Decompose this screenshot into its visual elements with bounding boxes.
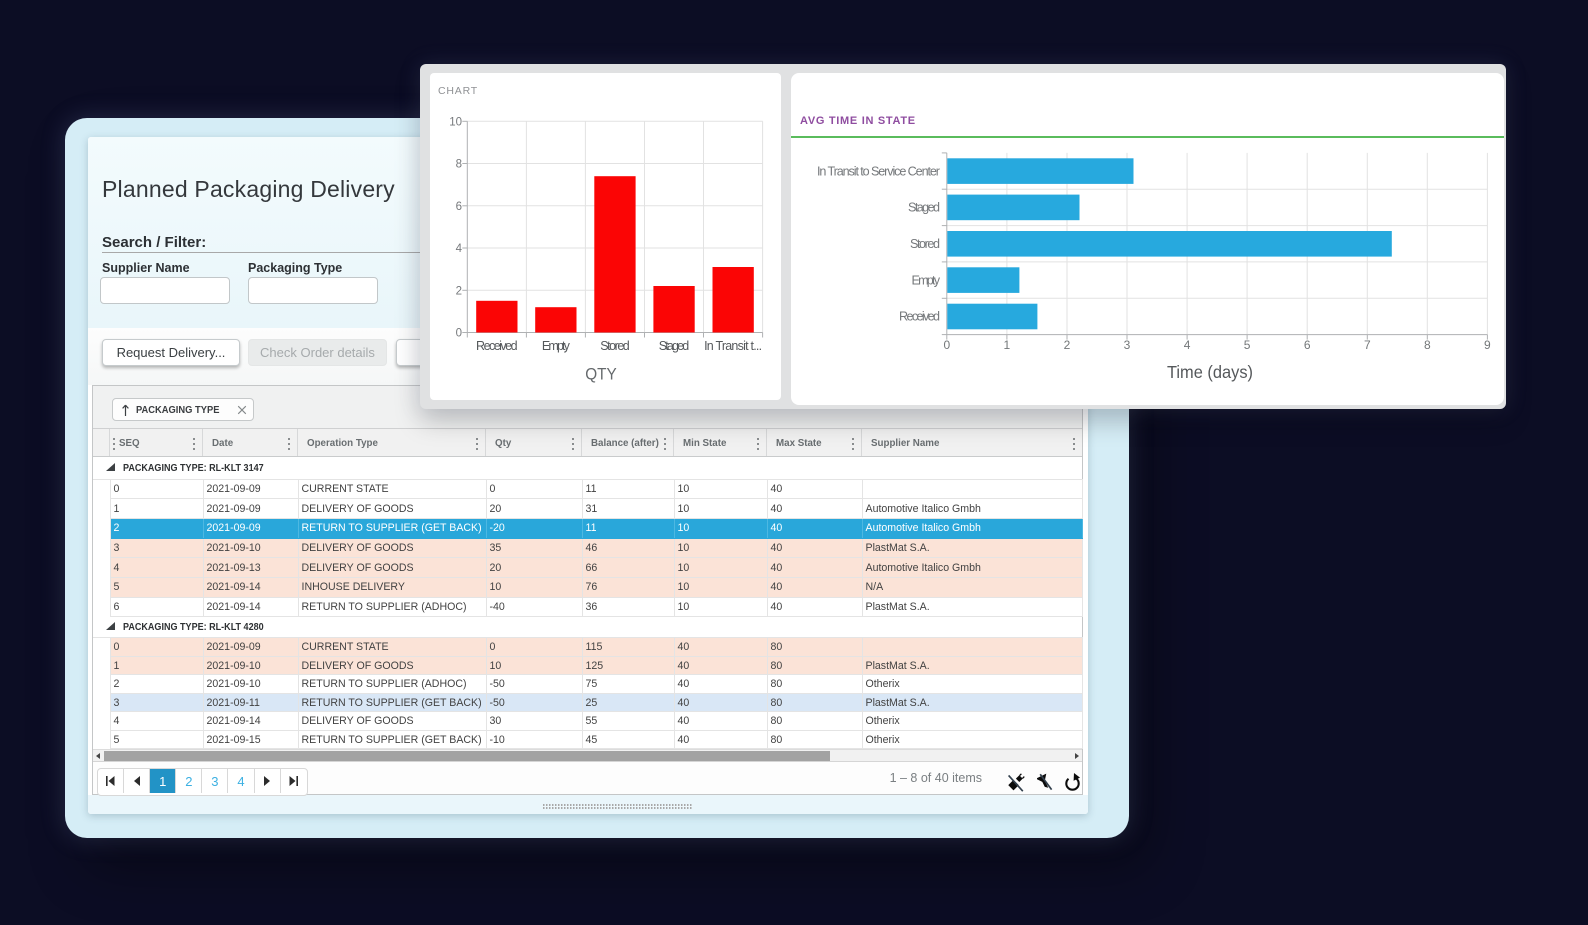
svg-text:8: 8 [456,159,462,171]
svg-text:Received: Received [476,339,518,353]
svg-text:2: 2 [456,285,462,297]
svg-text:Staged: Staged [908,201,940,215]
svg-text:Empty: Empty [912,273,941,287]
svg-text:1: 1 [1004,338,1011,352]
svg-text:4: 4 [1184,338,1191,352]
svg-text:Staged: Staged [659,339,690,353]
svg-text:5: 5 [1244,338,1251,352]
svg-text:6: 6 [456,201,462,213]
svg-text:In Transit t...: In Transit t... [704,339,762,353]
svg-text:9: 9 [1484,338,1491,352]
svg-text:10: 10 [449,116,462,128]
svg-text:QTY: QTY [585,366,617,384]
svg-text:6: 6 [1304,338,1311,352]
svg-text:In Transit to Service Center: In Transit to Service Center [817,164,940,178]
svg-text:0: 0 [456,328,462,340]
svg-text:3: 3 [1124,338,1131,352]
svg-text:2: 2 [1064,338,1071,352]
svg-text:7: 7 [1364,338,1371,352]
svg-text:Stored: Stored [910,237,940,251]
svg-text:Received: Received [899,310,940,324]
svg-text:0: 0 [943,338,950,352]
svg-text:8: 8 [1424,338,1431,352]
svg-text:4: 4 [456,243,463,255]
svg-text:Stored: Stored [600,339,630,353]
svg-text:Time (days): Time (days) [1167,362,1253,382]
svg-text:Empty: Empty [542,339,571,353]
